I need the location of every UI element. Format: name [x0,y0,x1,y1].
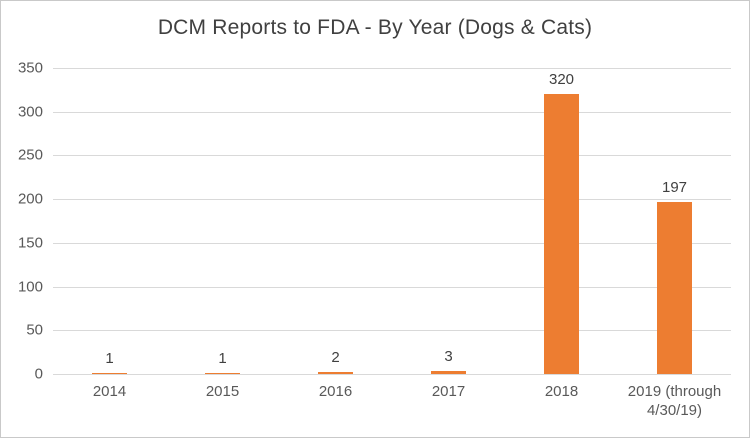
bar [205,373,240,374]
y-axis: 0 50 100 150 200 250 300 350 [1,60,43,383]
bar-data-label: 197 [661,178,688,196]
gridline [53,242,731,244]
y-axis-label: 100 [17,278,43,296]
y-axis-label: 250 [17,146,43,164]
gridline [53,286,731,288]
bar-data-label: 2 [331,349,340,367]
y-axis-label: 0 [34,365,43,383]
chart-title: DCM Reports to FDA - By Year (Dogs & Cat… [157,16,593,39]
x-axis-label: 2015 [205,383,240,400]
x-axis-label: 2016 [318,383,353,400]
bar-data-label: 3 [444,348,453,366]
y-axis-label: 300 [17,103,43,121]
bar-data-label: 1 [218,350,227,368]
x-axis-label: 2018 [544,383,579,400]
x-axis-label: 2019 (through 4/30/19) [627,383,722,419]
gridline [53,68,731,69]
gridline [53,155,731,157]
x-axis-label: 2017 [431,383,466,400]
bar-data-label: 320 [548,71,575,89]
y-axis-label: 350 [17,59,43,77]
y-axis-label: 200 [17,190,43,208]
gridline [53,111,731,113]
bar [318,372,353,374]
y-axis-label: 150 [17,234,43,252]
bar [544,94,579,374]
bar [91,373,127,374]
bar-data-label: 1 [105,350,114,368]
x-axis: 2014 2015 2016 2017 2018 2019 (through 4/30/1… [53,382,731,426]
y-axis-label: 50 [26,321,43,339]
plot-area: 1 1 2 3 320 197 [53,68,731,375]
x-axis-label: 2014 [92,383,127,400]
gridline [53,330,731,332]
bar [657,201,692,374]
bar [431,371,466,374]
gridline [53,199,731,201]
